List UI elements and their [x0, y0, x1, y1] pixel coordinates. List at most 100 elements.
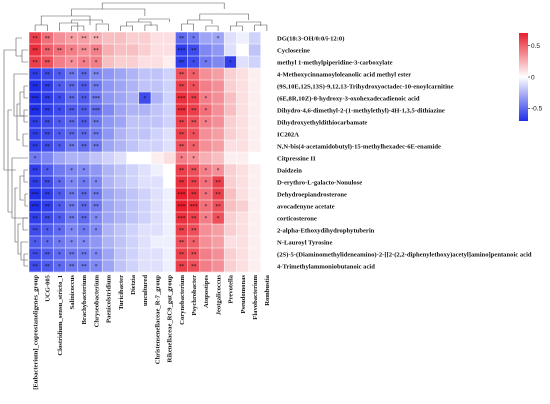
- heatmap-cell: [260, 56, 274, 69]
- heatmap-cell: [224, 152, 237, 165]
- heatmap-cell: [151, 44, 164, 57]
- heatmap-cell: [187, 224, 200, 237]
- significance-star: **: [179, 72, 185, 78]
- significance-star: *: [34, 240, 37, 246]
- significance-star: **: [33, 60, 39, 66]
- significance-star: *: [205, 60, 208, 66]
- significance-star: **: [69, 252, 75, 258]
- dendrogram-branch: [187, 19, 213, 24]
- significance-star: **: [45, 108, 51, 114]
- significance-star: **: [33, 36, 39, 42]
- heatmap-cell: [126, 236, 139, 249]
- heatmap-cell: [175, 80, 188, 93]
- column-label: Christensenellaceae_R-7_group: [154, 275, 161, 365]
- heatmap-cell: [248, 224, 261, 237]
- significance-star: **: [69, 216, 75, 222]
- heatmap-cell: [151, 152, 164, 165]
- heatmap-cell: [102, 44, 115, 57]
- significance-star: **: [81, 144, 87, 150]
- heatmap-cell: [248, 212, 261, 225]
- heatmap-cell: [138, 80, 152, 93]
- heatmap-cell: [236, 164, 249, 177]
- heatmap-cell: [114, 248, 127, 261]
- dendrogram-branch: [205, 25, 219, 31]
- column-label: [Eubacterium]_coprostanoligenes_group: [32, 275, 39, 390]
- dendrogram-branch: [19, 175, 24, 201]
- heatmap-cell: [41, 80, 54, 93]
- heatmap-cell: [138, 44, 152, 57]
- significance-star: **: [191, 48, 197, 54]
- heatmap-cell: [90, 128, 103, 141]
- heatmap-cell: [199, 80, 213, 93]
- heatmap-cell: [65, 176, 78, 189]
- heatmap-cell: [102, 248, 115, 261]
- color-legend: 0.5 0 -0.5: [519, 33, 543, 121]
- heatmap-cells: [28, 31, 274, 273]
- heatmap-cell: [163, 200, 176, 213]
- heatmap-cell: [236, 152, 249, 165]
- heatmap-cell: [53, 236, 66, 249]
- dendrogram-branch: [126, 21, 152, 26]
- heatmap-cell: [65, 152, 78, 165]
- significance-star: *: [58, 264, 61, 270]
- heatmap-cell: [29, 188, 42, 201]
- heatmap-cell: [126, 164, 139, 177]
- heatmap-cell: [77, 260, 91, 273]
- heatmap-cell: [163, 224, 176, 237]
- heatmap-cell: [151, 248, 164, 261]
- legend-tick-label: 0.5: [531, 43, 540, 50]
- significance-star: **: [69, 84, 75, 90]
- significance-star: *: [192, 144, 195, 150]
- heatmap-cell: [77, 128, 91, 141]
- significance-star: *: [58, 144, 61, 150]
- heatmap-cell: [41, 116, 54, 129]
- significance-star: **: [81, 108, 87, 114]
- heatmap-cell: [77, 164, 91, 177]
- heatmap-cell: [126, 152, 139, 165]
- heatmap-cell: [260, 140, 274, 153]
- heatmap-cell: [102, 140, 115, 153]
- heatmap-cell: [175, 68, 188, 81]
- significance-star: **: [69, 204, 75, 210]
- heatmap-cell: [29, 224, 42, 237]
- heatmap-cell: [248, 44, 261, 57]
- heatmap-cell: [41, 44, 54, 57]
- significance-star: *: [205, 180, 208, 186]
- heatmap-cell: [41, 104, 54, 117]
- column-label: Clostridium_sensu_stricto_1: [57, 275, 64, 356]
- heatmap-cell: [212, 224, 225, 237]
- heatmap-cell: [151, 164, 164, 177]
- dendrogram-branch: [20, 241, 28, 261]
- heatmap-cell: [151, 116, 164, 129]
- significance-star: **: [81, 132, 87, 138]
- heatmap-cell: [138, 152, 152, 165]
- heatmap-cell: [236, 140, 249, 153]
- heatmap-cell: [138, 164, 152, 177]
- heatmap-cell: [29, 92, 42, 105]
- heatmap-cell: [77, 152, 91, 165]
- heatmap-cell: [187, 56, 200, 69]
- significance-star: *: [144, 96, 147, 102]
- significance-star: *: [192, 72, 195, 78]
- heatmap-cell: [248, 164, 261, 177]
- significance-star: **: [191, 252, 197, 258]
- heatmap-cell: [248, 128, 261, 141]
- heatmap-cell: [77, 140, 91, 153]
- significance-star: *: [83, 60, 86, 66]
- significance-star: *: [192, 132, 195, 138]
- significance-star: **: [191, 216, 197, 222]
- significance-star: *: [70, 36, 73, 42]
- heatmap-cell: [114, 92, 127, 105]
- heatmap-cell: [163, 212, 176, 225]
- row-label: Dihydro-4,6-dimethyl-2-(1-methylethyl)-4…: [277, 107, 445, 114]
- heatmap-cell: [236, 80, 249, 93]
- dendrogram-branch: [230, 25, 243, 31]
- heatmap-cell: [77, 56, 91, 69]
- heatmap-cell: [175, 176, 188, 189]
- heatmap-cell: [65, 224, 78, 237]
- significance-star: **: [69, 72, 75, 78]
- significance-star: **: [69, 108, 75, 114]
- heatmap-cell: [126, 212, 139, 225]
- heatmap-cell: [114, 176, 127, 189]
- row-label: (2S)-5-(Diaminomethylideneamino)-2-[[2-(…: [277, 251, 532, 258]
